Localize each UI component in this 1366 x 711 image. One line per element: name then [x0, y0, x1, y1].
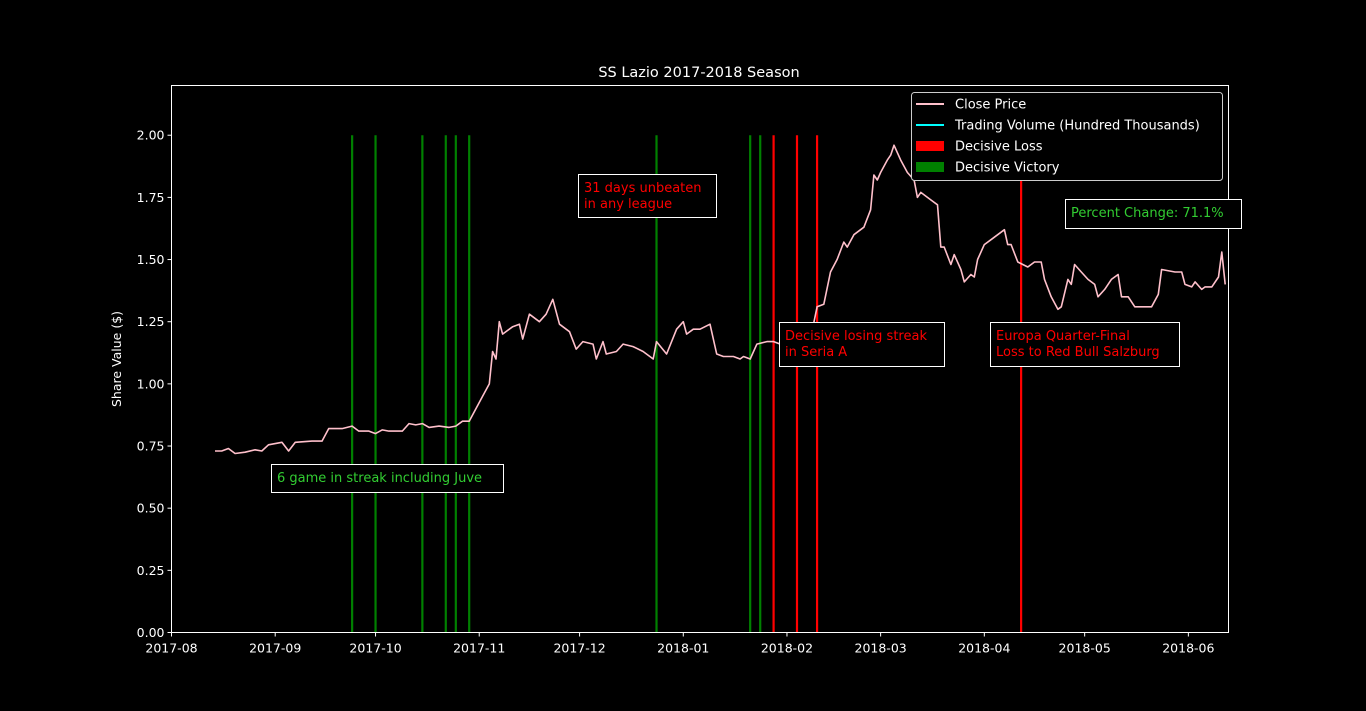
- y-tick-label: 1.50: [137, 252, 165, 267]
- plot-frame: [171, 85, 1229, 633]
- annotation-frame: [779, 322, 945, 367]
- chart-title: SS Lazio 2017-2018 Season: [598, 65, 799, 81]
- legend-swatch: [916, 162, 944, 172]
- x-tick-label: 2018-01: [657, 641, 709, 656]
- annotation-text: Europa Quarter-Final: [996, 329, 1130, 344]
- x-tick-label: 2018-02: [761, 641, 813, 656]
- y-tick-label: 1.25: [137, 314, 165, 329]
- x-tick-label: 2018-03: [855, 641, 907, 656]
- legend-label: Decisive Loss: [955, 140, 1043, 155]
- annotation-text: in Seria A: [785, 345, 847, 360]
- legend-label: Decisive Victory: [955, 161, 1060, 176]
- y-tick-label: 0.00: [137, 625, 165, 640]
- y-tick-label: 0.75: [137, 439, 165, 454]
- x-axis: 2017-08 2017-09 2017-10 2017-11 2017-12 2018-…: [145, 632, 1215, 656]
- annotation-text: Loss to Red Bull Salzburg: [996, 345, 1160, 360]
- annotation-frame: [990, 322, 1180, 367]
- annotation-frame: [578, 174, 717, 218]
- annotation-box: Percent Change: 71.1%: [1065, 199, 1242, 229]
- annotation-text: Percent Change: 71.1%: [1071, 206, 1224, 221]
- y-tick-label: 0.25: [137, 563, 165, 578]
- y-tick-label: 1.00: [137, 376, 165, 391]
- x-tick-label: 2018-04: [958, 641, 1010, 656]
- y-tick-label: 2.00: [137, 128, 165, 143]
- legend-swatch: [916, 141, 944, 151]
- x-tick-label: 2017-09: [249, 641, 301, 656]
- annotation-text: in any league: [584, 197, 672, 212]
- annotation-text: 6 game in streak including Juve: [277, 471, 482, 486]
- legend-label: Trading Volume (Hundred Thousands): [954, 119, 1200, 134]
- annotation-text: 31 days unbeaten: [584, 181, 702, 196]
- x-tick-label: 2017-12: [553, 641, 605, 656]
- legend-label: Close Price: [955, 98, 1026, 113]
- annotation-text: Decisive losing streak: [785, 329, 927, 344]
- annotation-frame: [1065, 199, 1242, 229]
- x-tick-label: 2018-05: [1059, 641, 1111, 656]
- y-tick-label: 0.50: [137, 501, 165, 516]
- event-markers: [351, 135, 1023, 633]
- annotation-box: 6 game in streak including Juve: [271, 464, 504, 493]
- annotation-frame: [271, 464, 504, 493]
- legend: Close Price Trading Volume (Hundred Thous…: [911, 92, 1223, 181]
- x-tick-label: 2017-11: [453, 641, 505, 656]
- y-axis-label: Share Value ($): [109, 311, 124, 407]
- y-tick-label: 1.75: [137, 190, 165, 205]
- x-tick-label: 2017-08: [145, 641, 197, 656]
- x-tick-label: 2017-10: [349, 641, 401, 656]
- x-tick-label: 2018-06: [1162, 641, 1214, 656]
- legend-frame: [911, 92, 1223, 181]
- y-axis: 0.00 0.25 0.50 0.75 1.00 1.25 1.50 1.75 2.00: [137, 128, 172, 640]
